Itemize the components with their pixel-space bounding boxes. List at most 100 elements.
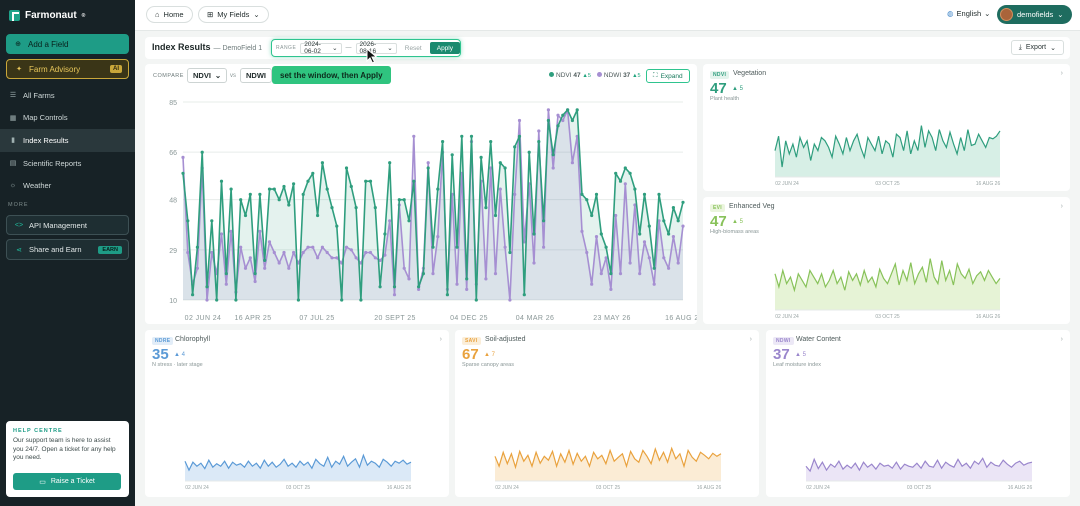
sidebar-item-all-farms[interactable]: ☰ All Farms [0, 84, 135, 107]
farm-advisory-button[interactable]: ✦ Farm Advisory AI [6, 59, 129, 79]
x-tick-label: 02 JUN 24 [185, 315, 222, 322]
card-title: Soil-adjusted [485, 336, 526, 343]
data-point-ndvi [263, 258, 267, 262]
start-date-input[interactable]: 2024-06-02 ⌄ [300, 41, 342, 55]
data-point-ndvi [585, 198, 589, 202]
data-point-ndwi [585, 250, 589, 255]
data-point-ndvi [561, 113, 565, 117]
data-point-ndwi [431, 272, 435, 276]
data-point-ndwi [546, 108, 550, 112]
data-point-ndwi [618, 272, 623, 276]
data-point-ndvi [493, 213, 498, 218]
mini-card-water-content[interactable]: NDWI Water Content 37 ▲ 5 Leaf moisture inde… [766, 330, 1070, 497]
data-point-ndvi [517, 134, 522, 138]
export-button[interactable]: ⤓ Export ⌄ [1010, 40, 1064, 55]
ai-badge: AI [110, 65, 122, 73]
sparkline-x-tick: 02 JUN 24 [495, 485, 519, 491]
data-point-ndwi [243, 266, 248, 270]
sparkline-x-tick: 16 AUG 26 [697, 485, 722, 491]
data-point-ndwi [657, 219, 661, 223]
mini-card-enhanced-veg[interactable]: EVI Enhanced Veg 47 ▲ 5 High-biomass areas › 0… [703, 197, 1070, 324]
mini-card-chlorophyll[interactable]: NDRE Chlorophyll 35 ▲ 4 N stress · later sta… [145, 330, 449, 497]
add-field-button[interactable]: ⊕ Add a Field [6, 34, 129, 54]
reset-button[interactable]: Reset [404, 44, 422, 52]
compare-label: COMPARE [153, 73, 184, 79]
data-point-ndwi [239, 245, 243, 249]
sidebar-item-map-controls[interactable]: ▦ Map Controls [0, 107, 135, 130]
apply-button[interactable]: Apply [429, 42, 460, 54]
sidebar-item-weather[interactable]: ☼ Weather [0, 174, 135, 197]
page-title: Index Results — DemoField 1 [152, 42, 262, 52]
data-point-ndvi [436, 187, 440, 191]
user-menu[interactable]: demofields ⌄ [997, 5, 1072, 24]
mini-card-vegetation[interactable]: NDVI Vegetation 47 ▲ 5 Plant health › 02 JUN 2… [703, 64, 1070, 191]
data-point-ndvi [604, 245, 608, 249]
data-point-ndwi [181, 155, 185, 159]
data-point-ndvi [219, 179, 224, 183]
index-results-header: Index Results — DemoField 1 RANGE 2024-06… [145, 37, 1070, 59]
share-and-earn-button[interactable]: ⋖ Share and Earn EARN [6, 239, 129, 260]
data-point-ndvi [373, 206, 377, 210]
range-label: RANGE [276, 45, 297, 51]
data-point-ndvi [575, 108, 579, 112]
data-point-ndvi [594, 192, 599, 196]
chevron-right-icon: › [1060, 70, 1063, 77]
data-point-ndvi [662, 219, 666, 223]
y-tick-label: 85 [169, 100, 177, 107]
index-description: High-biomass areas [710, 229, 759, 235]
data-point-ndvi [210, 219, 214, 223]
data-point-ndwi [426, 161, 430, 165]
chevron-down-icon: ⌄ [332, 45, 338, 52]
app-logo[interactable]: Farmonaut ® [0, 0, 135, 31]
compare-line-chart[interactable]: 85 66 48 29 10 02 JUN 24 16 APR 25 07 JUL 25 20 … [145, 92, 697, 324]
expand-button[interactable]: ⛶ Expand [646, 69, 690, 83]
data-point-ndvi [527, 150, 531, 154]
share-icon: ⋖ [16, 246, 22, 254]
data-point-ndvi [243, 213, 248, 218]
mini-card-soil-adjusted[interactable]: SAVI Soil-adjusted 67 ▲ 7 Sparse canopy area… [455, 330, 759, 497]
data-point-ndvi [671, 206, 676, 210]
data-point-ndvi [316, 213, 320, 218]
data-point-ndvi [306, 179, 310, 183]
x-tick-label: 04 MAR 26 [516, 315, 555, 322]
farm-advisory-label: Farm Advisory [29, 64, 81, 74]
index-value: 67 [462, 346, 479, 363]
data-point-ndwi [647, 256, 651, 260]
series-area-ndvi [183, 109, 683, 301]
home-button[interactable]: ⌂ Home [146, 6, 193, 23]
language-label: English [956, 9, 982, 18]
data-point-ndvi [378, 285, 382, 289]
data-point-ndwi [417, 287, 421, 291]
data-point-ndwi [383, 253, 387, 257]
api-management-button[interactable]: <> API Management [6, 215, 129, 235]
sidebar-item-index-results[interactable]: ▮ Index Results [0, 129, 135, 152]
legend-series-value: 47 [573, 72, 581, 79]
data-point-ndvi [224, 272, 228, 276]
index-a-select[interactable]: NDVI ⌄ [187, 68, 228, 83]
my-fields-dropdown[interactable]: ⊞ My Fields ⌄ [198, 6, 269, 23]
farmonaut-logo-icon [9, 10, 20, 21]
data-point-ndwi [272, 250, 276, 255]
legend-series-delta: ▲5 [582, 73, 591, 79]
sparkline-x-tick: 03 OCT 25 [875, 314, 900, 320]
data-point-ndwi [513, 192, 517, 196]
index-value: 47 [710, 80, 727, 97]
index-b-select[interactable]: NDWI [240, 68, 272, 83]
data-point-ndwi [407, 277, 411, 281]
sidebar-item-scientific-reports[interactable]: ▤ Scientific Reports [0, 152, 135, 175]
data-point-ndwi [503, 245, 507, 249]
data-point-ndvi [215, 298, 219, 302]
sidebar-nav: ☰ All Farms ▦ Map Controls ▮ Index Resul… [0, 84, 135, 197]
sparkline-line [805, 457, 1033, 473]
data-point-ndvi [479, 155, 483, 159]
y-tick-label: 10 [169, 298, 177, 305]
data-point-ndwi [551, 166, 555, 170]
bar-chart-icon: ▮ [11, 137, 15, 145]
language-selector[interactable]: ◍ English ⌄ [947, 9, 990, 18]
raise-ticket-button[interactable]: ▭ Raise a Ticket [13, 473, 121, 490]
data-point-ndwi [570, 161, 574, 165]
data-point-ndwi [354, 256, 358, 260]
data-point-ndwi [623, 182, 627, 186]
data-point-ndwi [210, 250, 214, 255]
sparkline-chart: 02 JUN 24 03 OCT 25 16 AUG 26 [805, 457, 1033, 491]
